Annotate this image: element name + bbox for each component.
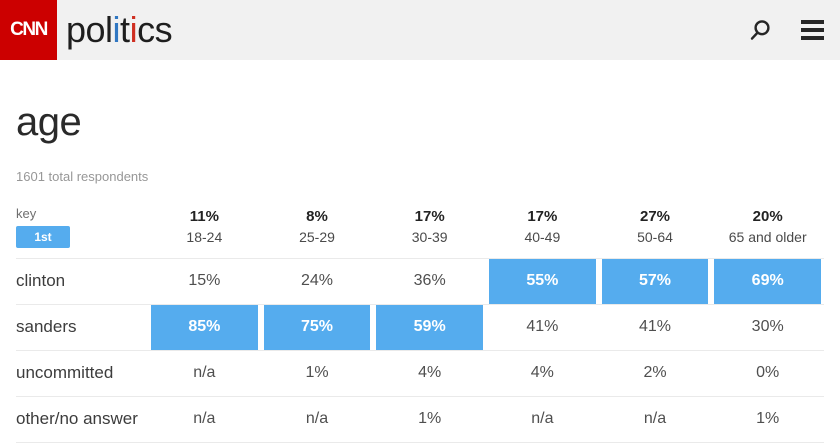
column-label: 40-49	[524, 228, 561, 245]
column-header-30-39: 17% 30-39	[373, 206, 486, 258]
brand-letter: cs	[137, 9, 173, 50]
top-nav-bar: CNN pol i t i cs	[0, 0, 840, 60]
cell-uncommitted-30-39: 4%	[418, 364, 442, 382]
cell-other-no-answer-40-49: n/a	[531, 410, 554, 428]
menu-icon[interactable]	[801, 18, 824, 42]
cnn-logo-text: CNN	[10, 19, 48, 40]
brand-letter: i	[112, 9, 121, 50]
column-share: 17%	[527, 207, 558, 225]
cell-sanders-40-49: 41%	[526, 318, 559, 336]
cell-clinton-30-39: 36%	[413, 272, 446, 290]
column-label: 18-24	[186, 228, 223, 245]
row-label: clinton	[16, 271, 66, 291]
column-header-40-49: 17% 40-49	[486, 206, 599, 258]
cnn-logo[interactable]: CNN	[0, 0, 57, 60]
search-icon	[750, 19, 770, 40]
poll-table: key 1st 11% 18-24 8% 25-29 17% 30-39 17% 40-49 2…	[16, 206, 824, 443]
row-label: sanders	[16, 317, 77, 337]
respondents-count: 1601 total respondents	[16, 168, 149, 184]
main-content: age 1601 total respondents key 1st 11% 18…	[0, 102, 840, 443]
search-button[interactable]	[748, 18, 773, 43]
cell-sanders-30-39: 59%	[376, 304, 484, 350]
brand-letter: pol	[66, 9, 113, 50]
column-header-50-64: 27% 50-64	[599, 206, 712, 258]
column-header-18-24: 11% 18-24	[148, 206, 261, 258]
brand-letter: t	[120, 9, 130, 50]
column-share: 8%	[306, 207, 328, 225]
cell-uncommitted-65-and-older: 0%	[756, 364, 780, 382]
cell-uncommitted-40-49: 4%	[530, 364, 554, 382]
cell-clinton-25-29: 24%	[300, 272, 334, 290]
cell-other-no-answer-65-and-older: 1%	[756, 410, 780, 428]
cell-clinton-40-49: 55%	[489, 258, 596, 304]
cell-clinton-50-64: 57%	[601, 258, 709, 304]
cell-other-no-answer-18-24: n/a	[193, 410, 216, 428]
row-label: uncommitted	[16, 363, 114, 383]
cell-sanders-18-24: 85%	[151, 304, 258, 350]
cell-clinton-65-and-older: 69%	[714, 258, 822, 304]
table-row-sanders: sanders 85% 75% 59% 41% 41% 30%	[16, 304, 824, 351]
column-share: 27%	[640, 207, 671, 225]
cell-sanders-25-29: 75%	[263, 304, 371, 350]
key-cell: key 1st	[16, 206, 148, 258]
column-header-25-29: 8% 25-29	[261, 206, 374, 258]
cell-uncommitted-50-64: 2%	[643, 364, 667, 382]
column-label: 25-29	[299, 228, 335, 245]
table-row-clinton: clinton 15% 24% 36% 55% 57% 69%	[16, 258, 824, 305]
column-share: 20%	[752, 207, 783, 225]
page-title: age	[16, 100, 82, 144]
cell-sanders-65-and-older: 30%	[751, 318, 784, 336]
table-header-row: key 1st 11% 18-24 8% 25-29 17% 30-39 17% 40-49 2…	[16, 206, 824, 259]
brand-letter: i	[129, 9, 138, 50]
table-row-uncommitted: uncommitted n/a 1% 4% 4% 2% 0%	[16, 351, 824, 397]
cell-other-no-answer-50-64: n/a	[643, 410, 667, 428]
key-label: key	[16, 205, 37, 221]
cell-other-no-answer-30-39: 1%	[418, 410, 442, 428]
column-label: 50-64	[637, 228, 673, 245]
cell-uncommitted-18-24: n/a	[193, 364, 216, 382]
table-row-other-no-answer: other/no answer n/a n/a 1% n/a n/a 1%	[16, 397, 824, 443]
column-share: 17%	[414, 207, 445, 225]
topbar-actions	[748, 0, 840, 60]
cell-other-no-answer-25-29: n/a	[305, 410, 329, 428]
column-share: 11%	[189, 207, 219, 225]
column-label: 65 and older	[728, 228, 807, 245]
column-label: 30-39	[411, 228, 448, 245]
cell-clinton-18-24: 15%	[188, 272, 221, 290]
column-header-65-and-older: 20% 65 and older	[711, 206, 824, 258]
cell-sanders-50-64: 41%	[639, 318, 672, 336]
row-label: other/no answer	[16, 409, 138, 429]
key-badge-1st: 1st	[16, 225, 70, 248]
cell-uncommitted-25-29: 1%	[305, 364, 329, 382]
brand-politics[interactable]: pol i t i cs	[57, 0, 173, 60]
